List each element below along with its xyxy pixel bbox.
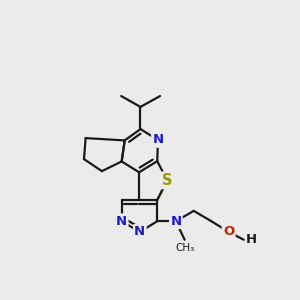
Text: S: S: [162, 173, 172, 188]
Text: CH₃: CH₃: [175, 242, 194, 253]
Text: H: H: [246, 233, 257, 246]
Text: N: N: [170, 215, 182, 228]
Text: N: N: [134, 225, 146, 239]
Text: O: O: [223, 225, 234, 239]
Text: N: N: [116, 215, 127, 228]
Text: N: N: [152, 134, 164, 146]
